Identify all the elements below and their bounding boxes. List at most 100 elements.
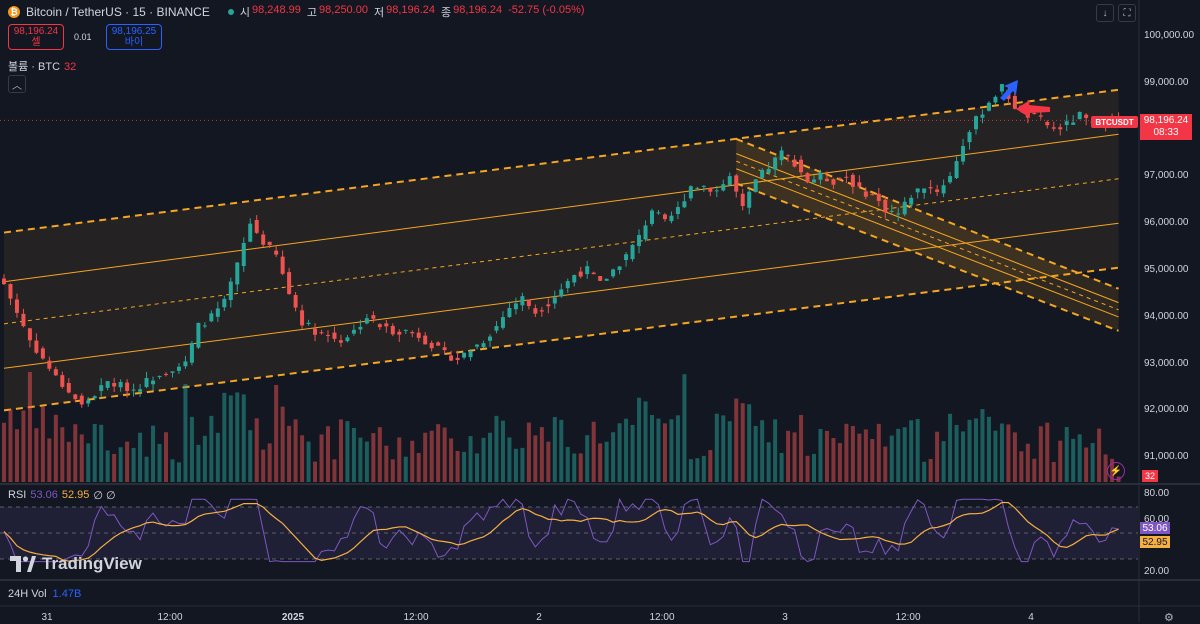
- volume-bar: [209, 415, 214, 482]
- price-axis-label: 96,000.00: [1144, 217, 1189, 229]
- volume-bar: [261, 449, 266, 482]
- candle-body: [274, 250, 279, 255]
- candle-body: [53, 369, 58, 376]
- candle-body: [565, 281, 570, 289]
- candle-body: [170, 371, 175, 373]
- volume-bar: [202, 435, 207, 482]
- volume-bar: [915, 419, 920, 482]
- candle-body: [883, 199, 888, 213]
- volume-bar: [332, 459, 337, 482]
- spread-value: 0.01: [74, 32, 92, 42]
- symbol-title[interactable]: Bitcoin / TetherUS · 15 · BINANCE: [26, 5, 210, 19]
- lightning-icon[interactable]: ⚡: [1107, 462, 1125, 480]
- volume-bar: [455, 451, 460, 482]
- volume-bar: [740, 403, 745, 482]
- volume-legend[interactable]: 볼륨 · BTC 32: [8, 58, 76, 74]
- fullscreen-icon[interactable]: ⛶: [1118, 4, 1136, 22]
- candle-body: [617, 266, 622, 271]
- candle-body: [287, 272, 292, 295]
- volume-bar: [2, 422, 6, 482]
- volume-bar: [507, 437, 512, 482]
- rsi-ma-value: 52.95: [61, 489, 90, 501]
- volume-bar: [274, 384, 279, 482]
- candle-body: [915, 188, 920, 193]
- volume-bar: [565, 446, 570, 482]
- ohlc-label-close: 종: [441, 7, 452, 19]
- volume-bar: [948, 413, 953, 482]
- gear-icon[interactable]: ⚙: [1164, 612, 1174, 624]
- candle-body: [630, 244, 635, 260]
- volume-bar: [526, 422, 531, 482]
- candle-body: [481, 343, 486, 348]
- volume-bar: [967, 419, 972, 482]
- candle-body: [922, 188, 927, 193]
- volume-bar: [345, 421, 350, 482]
- arrow-down-icon[interactable]: ↓: [1096, 4, 1114, 22]
- volume-bar: [837, 443, 842, 482]
- volume-bar: [468, 436, 473, 482]
- candle-body: [870, 194, 875, 196]
- sell-button[interactable]: 98,196.24 셀: [8, 24, 64, 50]
- volume-bar: [144, 456, 149, 482]
- volume-bar: [688, 459, 693, 482]
- candle-body: [157, 375, 162, 378]
- candle-body: [753, 179, 758, 192]
- rsi-pane: [0, 497, 1138, 563]
- volume-bar: [1045, 422, 1050, 482]
- chevron-up-icon[interactable]: ︿: [8, 75, 26, 93]
- volume-bar: [436, 424, 441, 482]
- tradingview-logo[interactable]: TradingView: [10, 554, 142, 574]
- rsi-legend[interactable]: RSI 53.06 52.95 ∅ ∅: [8, 489, 116, 502]
- candle-body: [578, 271, 583, 277]
- volume-bar: [151, 425, 156, 482]
- volume-bar: [1097, 428, 1102, 482]
- volume-bar: [47, 438, 52, 482]
- volume-bar: [831, 437, 836, 482]
- candle-body: [643, 225, 648, 240]
- candle-body: [559, 289, 564, 297]
- channel-inner-line: [3, 133, 1119, 283]
- candle-body: [624, 254, 629, 261]
- volume-bar: [377, 427, 382, 482]
- time-axis-label: 3: [782, 612, 788, 623]
- candle-body: [196, 322, 201, 348]
- volume-bar: [131, 447, 136, 482]
- volume-bar: [844, 423, 849, 482]
- volume-bar: [73, 424, 78, 482]
- candle-body: [682, 201, 687, 208]
- candle-body: [708, 187, 713, 192]
- volume-bar: [630, 424, 635, 482]
- candle-body: [338, 340, 343, 343]
- volume-bar: [896, 428, 901, 482]
- candle-body: [79, 395, 84, 405]
- volume-bar: [643, 401, 648, 482]
- vol24-value: 1.47B: [52, 588, 82, 600]
- candle-body: [662, 214, 667, 220]
- volume-bar: [786, 430, 791, 482]
- candle-body: [824, 178, 829, 182]
- candle-body: [650, 210, 654, 224]
- volume-bar: [675, 415, 680, 482]
- volume-bar: [617, 423, 622, 482]
- volume-bar: [637, 397, 642, 482]
- volume-bar: [779, 452, 784, 482]
- rsi-value: 53.06: [30, 489, 58, 501]
- candle-body: [358, 326, 363, 330]
- volume-legend-value: 32: [64, 61, 77, 73]
- candle-body: [377, 324, 382, 328]
- buy-label: 바이: [124, 37, 144, 48]
- volume-bar: [1090, 443, 1095, 482]
- candle-body: [688, 186, 693, 199]
- volume-bar: [1025, 443, 1030, 482]
- volume-bar: [138, 432, 143, 482]
- price-axis-label: 91,000.00: [1144, 451, 1189, 463]
- volume-bar: [701, 455, 706, 482]
- ohlc-label-low: 저: [373, 7, 385, 19]
- buy-button[interactable]: 98,196.25 바이: [106, 24, 162, 50]
- rsi-value-tag: 53.06: [1140, 522, 1170, 534]
- candle-body: [760, 170, 765, 178]
- volume-bar: [961, 431, 966, 482]
- volume-bar: [559, 419, 564, 482]
- candle-body: [533, 308, 538, 314]
